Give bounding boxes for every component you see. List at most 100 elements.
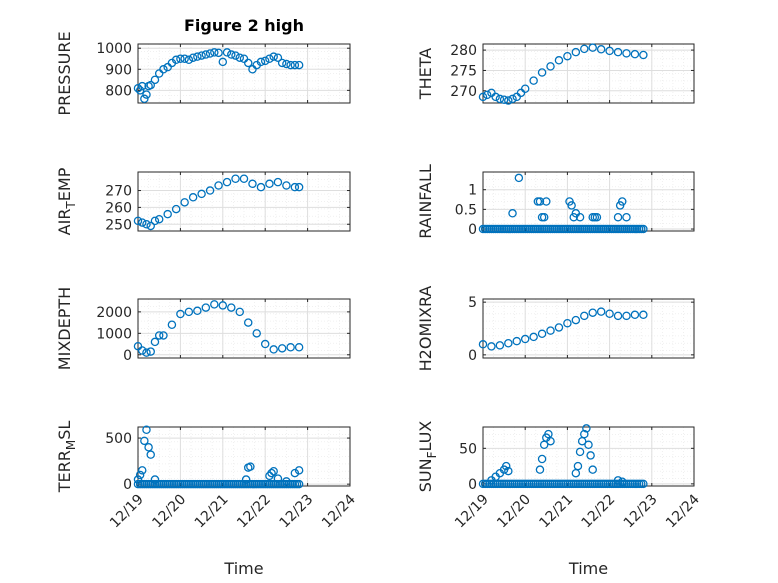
data-point	[256, 57, 266, 67]
y-tick-label: 275	[450, 63, 477, 79]
data-point	[201, 303, 211, 312]
data-point	[273, 53, 283, 62]
data-point	[193, 52, 202, 61]
data-point	[135, 470, 145, 480]
data-point	[622, 311, 631, 321]
data-point	[613, 311, 623, 321]
data-point	[630, 310, 640, 320]
data-point	[142, 425, 151, 435]
data-point	[520, 334, 530, 344]
data-point	[286, 60, 295, 70]
axes-box	[482, 171, 695, 232]
y-tick-label: 0	[123, 348, 132, 364]
data-point	[210, 48, 219, 57]
data-point	[133, 84, 143, 93]
data-point	[282, 181, 291, 190]
data-point	[571, 47, 581, 57]
data-point	[539, 212, 549, 222]
data-point	[265, 54, 274, 64]
data-point	[613, 212, 623, 222]
data-point	[231, 174, 240, 183]
data-point	[171, 204, 181, 214]
data-point	[504, 466, 513, 476]
y-tick-label: 0	[468, 348, 477, 364]
axes-mixdepth: 0 1000 2000 MIXDEPTH	[55, 287, 351, 370]
data-point	[529, 76, 538, 85]
y-tick-label: 0	[123, 477, 132, 493]
data-point	[588, 465, 597, 474]
data-point	[546, 326, 555, 335]
data-point	[277, 58, 287, 68]
y-tick-label: 900	[105, 62, 132, 78]
y-tick-label: 800	[105, 83, 132, 99]
data-point	[260, 339, 270, 349]
y-tick-label: 280	[450, 43, 477, 59]
data-point	[265, 179, 274, 189]
data-point	[563, 51, 572, 61]
data-point	[535, 197, 545, 206]
y-tick-label: 260	[105, 200, 132, 216]
y-tick-label: 270	[450, 84, 477, 100]
data-point	[495, 341, 505, 350]
data-point	[227, 303, 236, 312]
data-point	[197, 51, 206, 60]
data-point	[239, 54, 249, 64]
data-point	[290, 182, 300, 192]
data-point	[159, 331, 168, 340]
data-point	[554, 323, 564, 332]
y-axis-label: THETA	[416, 48, 435, 100]
x-tick-label: 12/22	[234, 492, 274, 532]
data-point	[487, 342, 496, 351]
data-point	[613, 476, 623, 485]
data-point	[144, 443, 153, 452]
data-point	[154, 214, 164, 224]
axes-sun_flux: 0 50 SUNFLUX	[416, 421, 695, 493]
data-point	[586, 451, 595, 460]
data-point	[210, 300, 219, 309]
y-tick-label: 50	[459, 441, 477, 457]
data-point	[193, 306, 202, 316]
data-point	[180, 198, 189, 207]
data-point	[567, 201, 576, 210]
axes-pressure: 800 900 1000 PRESSURE Figure 2 high	[55, 16, 351, 116]
axes-terr_msl: 0 500 TERRMSL	[55, 421, 351, 493]
data-point	[504, 338, 513, 348]
data-point	[546, 62, 555, 71]
data-point	[605, 46, 614, 56]
data-point	[137, 466, 147, 475]
data-point	[142, 220, 151, 229]
data-point	[294, 343, 304, 352]
data-point	[188, 193, 198, 202]
data-point	[222, 177, 232, 187]
data-point	[140, 436, 149, 446]
data-point	[520, 84, 530, 94]
data-point	[580, 429, 589, 439]
data-point	[639, 50, 648, 60]
data-point	[135, 86, 145, 95]
data-point	[584, 440, 593, 450]
data-point	[163, 62, 172, 72]
data-point	[248, 65, 257, 74]
data-point	[241, 475, 251, 484]
data-point	[176, 309, 185, 319]
data-point	[499, 95, 509, 104]
x-tick-label: 12/20	[494, 492, 534, 532]
data-point	[246, 462, 255, 471]
data-point	[482, 90, 492, 100]
x-tick-label: 12/21	[192, 492, 232, 532]
data-point	[205, 186, 215, 195]
y-axis-label: MIXDEPTH	[55, 287, 74, 370]
data-point	[596, 45, 606, 54]
x-tick-label: 12/23	[621, 492, 661, 532]
data-point	[142, 348, 151, 357]
data-point	[294, 479, 304, 489]
data-point	[630, 49, 640, 59]
data-point	[163, 209, 172, 219]
y-tick-label: 0	[468, 477, 477, 493]
data-point	[150, 475, 160, 484]
y-tick-label: 5	[468, 295, 477, 311]
axes-box	[137, 426, 351, 487]
data-point	[159, 65, 168, 74]
data-point	[197, 189, 206, 199]
y-tick-label: 0	[468, 222, 477, 238]
